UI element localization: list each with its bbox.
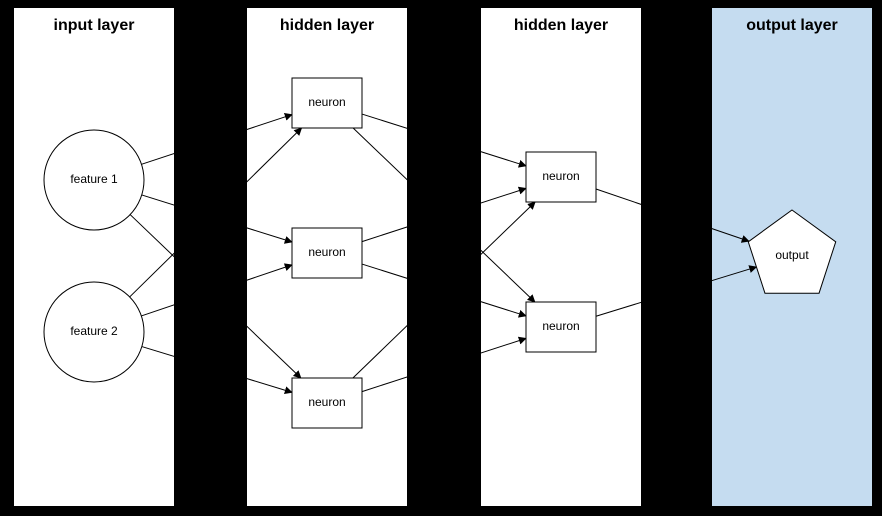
layer-title: input layer bbox=[54, 17, 135, 34]
layer-title: output layer bbox=[746, 17, 838, 34]
node-h13: neuron bbox=[292, 378, 362, 428]
node-label: neuron bbox=[308, 395, 345, 409]
node-label: neuron bbox=[308, 95, 345, 109]
layer-title: hidden layer bbox=[280, 17, 374, 34]
neural-network-diagram: input layer hidden layer hidden layer outpu… bbox=[0, 0, 882, 516]
node-label: neuron bbox=[308, 245, 345, 259]
node-f2: feature 2 bbox=[44, 282, 144, 382]
node-label: neuron bbox=[542, 319, 579, 333]
layer-title: hidden layer bbox=[514, 17, 608, 34]
node-h11: neuron bbox=[292, 78, 362, 128]
node-f1: feature 1 bbox=[44, 130, 144, 230]
node-h21: neuron bbox=[526, 152, 596, 202]
node-label: feature 2 bbox=[70, 324, 118, 338]
node-h22: neuron bbox=[526, 302, 596, 352]
node-h12: neuron bbox=[292, 228, 362, 278]
node-label: neuron bbox=[542, 169, 579, 183]
node-label: output bbox=[775, 248, 809, 262]
layer-panel: input layer bbox=[14, 8, 174, 506]
layer-panel: hidden layer bbox=[481, 8, 641, 506]
node-label: feature 1 bbox=[70, 172, 118, 186]
